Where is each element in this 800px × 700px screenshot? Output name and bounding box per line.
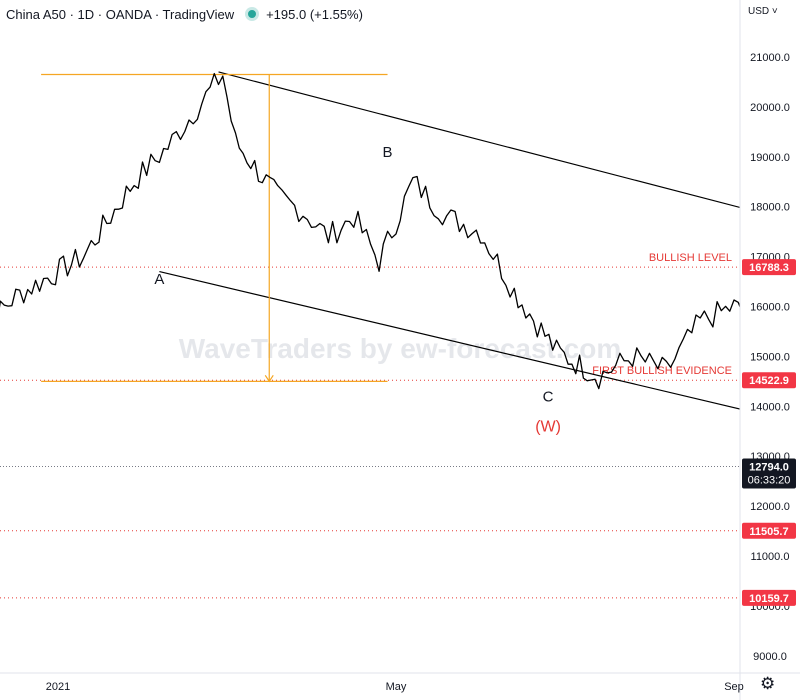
price-level-tag-label: 16788.3	[749, 262, 789, 274]
x-tick-label: May	[386, 681, 407, 693]
y-tick-label: 16000.0	[750, 302, 790, 314]
channel-upper-line[interactable]	[218, 71, 800, 511]
price-scale[interactable]	[740, 0, 800, 700]
price-levels: BULLISH LEVEL FIRST BULLISH EVIDENCE	[0, 252, 740, 599]
price-level-caption: BULLISH LEVEL	[649, 252, 732, 264]
x-tick-label: Sep	[724, 681, 744, 693]
y-tick-label: 21000.0	[750, 52, 790, 64]
price-series	[0, 72, 800, 390]
channel-lower-line[interactable]	[159, 270, 800, 686]
symbol-title: China A50 · 1D · OANDA · TradingView	[6, 7, 235, 22]
price-level-tag[interactable]	[742, 372, 796, 389]
watermark: WaveTraders by ew-forecast.com	[179, 333, 621, 364]
y-tick-label: 20000.0	[750, 102, 790, 114]
current-price-tag[interactable]	[742, 458, 796, 489]
y-tick-label: 15000.0	[750, 351, 790, 363]
price-level-tag-label: 11505.7	[749, 526, 788, 538]
wave-label: (W)	[535, 418, 561, 435]
settings-gear-icon[interactable]: ⚙	[760, 674, 776, 693]
price-level-tag-label: 10159.7	[749, 593, 789, 605]
wave-label: A	[154, 271, 164, 288]
y-tick-label: 18000.0	[750, 202, 790, 214]
measure-arrowhead	[264, 375, 274, 383]
drawings[interactable]: 01	[41, 71, 800, 686]
wave-labels: ABC(W)(X)ABC(Y)	[154, 144, 561, 435]
market-status-icon	[248, 10, 257, 18]
currency-selector[interactable]: USD ˅	[748, 6, 778, 17]
price-level-caption: FIRST BULLISH EVIDENCE	[592, 365, 732, 377]
y-tick-label: 19000.0	[750, 152, 790, 164]
y-tick-label: 9000.0	[753, 651, 787, 663]
x-tick-label: 2021	[46, 681, 70, 693]
wave-label: B	[383, 144, 393, 161]
price-level-tag[interactable]	[742, 522, 796, 539]
symbol-header[interactable]: China A50 · 1D · OANDA · TradingView +195…	[6, 7, 363, 22]
currency-label: USD	[748, 6, 770, 17]
y-tick-label: 12000.0	[750, 501, 790, 513]
y-tick-label: 11000.0	[751, 551, 790, 563]
price-change: +195.0 (+1.55%)	[266, 7, 363, 22]
chevron-down-icon: ˅	[769, 6, 778, 17]
current-price-label: 12794.0	[749, 461, 789, 473]
price-level-tag-label: 14522.9	[749, 375, 789, 387]
bar-countdown: 06:33:20	[748, 474, 791, 486]
wave-label: C	[543, 388, 554, 405]
price-level-tag[interactable]	[742, 259, 796, 276]
price-line	[0, 72, 800, 390]
y-tick-label: 14000.0	[750, 401, 790, 413]
price-level-tag[interactable]	[742, 589, 796, 606]
